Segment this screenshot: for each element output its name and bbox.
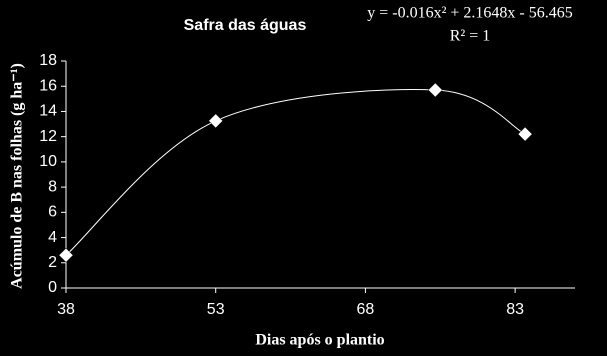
y-tick-label: 2: [48, 254, 57, 271]
x-tick-label: 38: [57, 301, 75, 318]
marker: [58, 247, 74, 263]
y-tick-label: 6: [48, 204, 57, 221]
x-tick-label: 53: [207, 301, 225, 318]
marker: [208, 113, 224, 129]
y-tick-label: 16: [39, 77, 57, 94]
y-tick-label: 8: [48, 178, 57, 195]
x-tick-label: 68: [357, 301, 375, 318]
y-axis-label: Acúmulo de B nas folhas (g ha⁻¹): [9, 63, 26, 289]
trend-curve: [65, 89, 526, 256]
y-tick-label: 10: [39, 153, 57, 170]
y-tick-label: 14: [39, 103, 57, 120]
y-tick-label: 0: [48, 279, 57, 296]
chart-title: Safra das águas: [184, 17, 307, 34]
equation: y = -0.016x² + 2.1648x - 56.465: [367, 5, 573, 22]
x-tick-label: 83: [506, 301, 524, 318]
y-tick-label: 4: [48, 229, 57, 246]
y-tick-label: 18: [39, 52, 57, 69]
r-squared: R² = 1: [450, 28, 491, 45]
x-axis-label: Dias após o plantio: [255, 332, 384, 349]
marker: [517, 126, 533, 142]
marker: [427, 82, 443, 98]
y-tick-label: 12: [39, 128, 57, 145]
